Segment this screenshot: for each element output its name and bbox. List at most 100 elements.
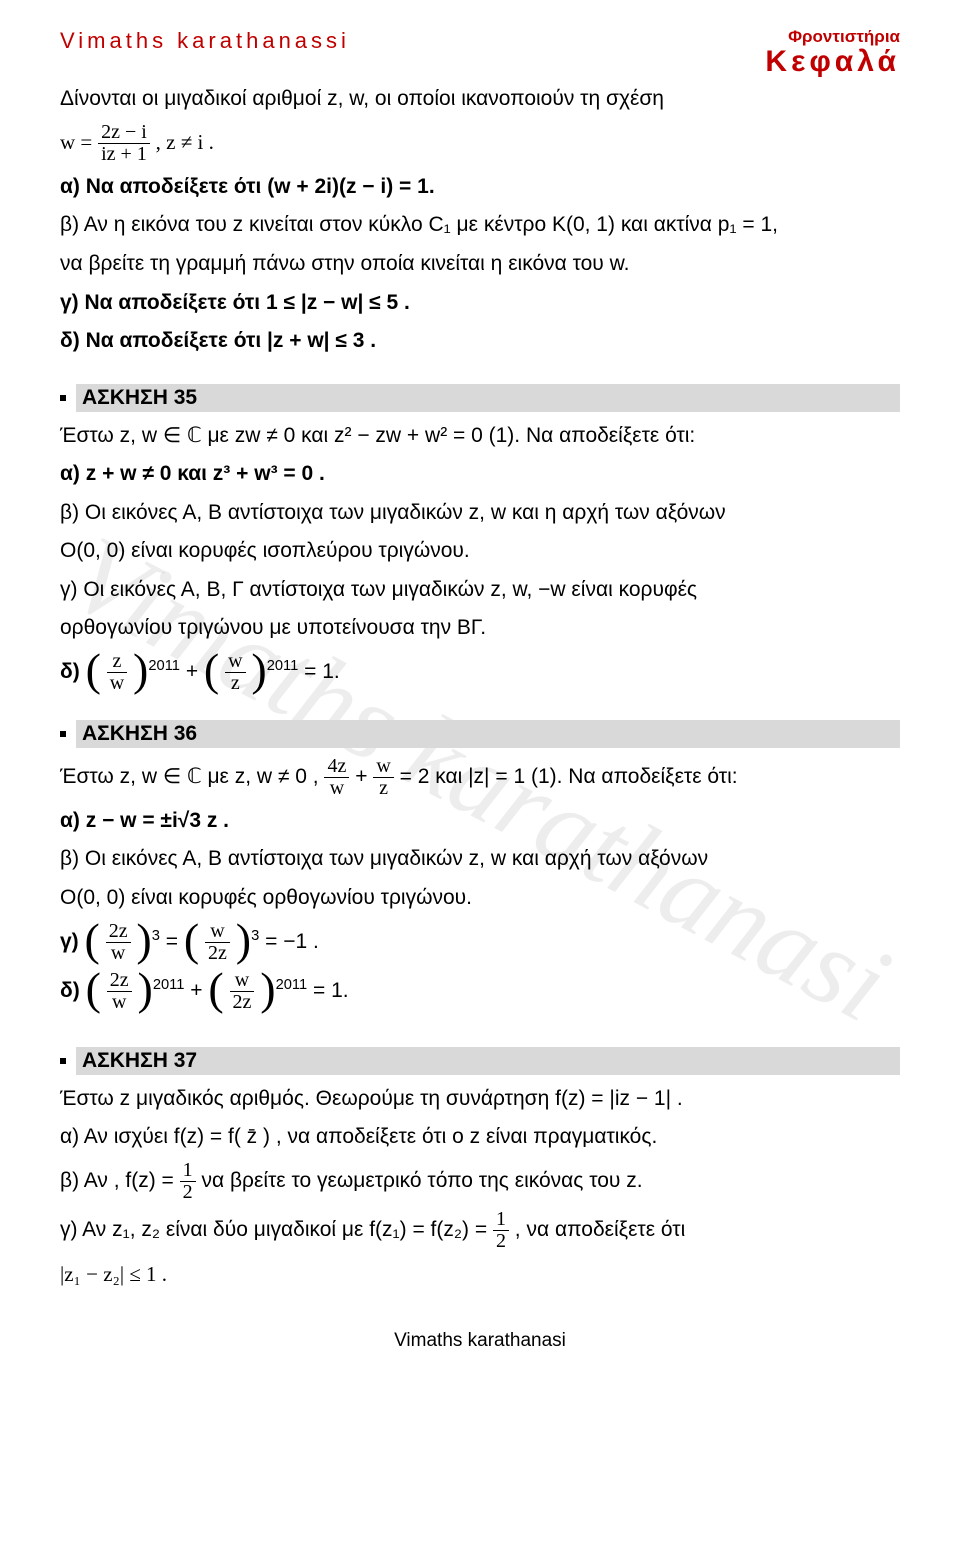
header-right-line1: Φροντιστήρια <box>765 28 900 46</box>
ex35-d-f1: z w <box>107 651 127 694</box>
ex36-given: Έστω z, w ∈ ℂ με z, w ≠ 0 , 4z w + w z =… <box>60 756 900 799</box>
ex37-b-frac-den: 2 <box>180 1182 196 1203</box>
ex37-c-last: |z₁ − z₂| ≤ 1 . <box>60 1258 900 1291</box>
ex36-c-f2-den: 2z <box>205 943 230 964</box>
ex35-b1: β) Οι εικόνες Α, Β αντίστοιχα των μιγαδι… <box>60 497 900 530</box>
exercise-37-title: ΑΣΚΗΣΗ 37 <box>76 1047 900 1075</box>
ex37-c-frac-den: 2 <box>493 1231 509 1252</box>
exercise-35-title: ΑΣΚΗΣΗ 35 <box>76 384 900 412</box>
ex36-c-f2: w 2z <box>205 921 230 964</box>
ex36-c-pow2: 3 <box>251 928 259 944</box>
ex36-d-pre: δ) <box>60 979 86 1002</box>
ex36-d-f2-den: 2z <box>230 992 255 1013</box>
intro-w-frac-num: 2z − i <box>98 122 150 144</box>
ex37-b-frac-num: 1 <box>180 1160 196 1182</box>
intro-wdef: w = 2z − i iz + 1 , z ≠ i . <box>60 122 900 165</box>
ex37-b-pre: β) Αν , f(z) = <box>60 1169 180 1192</box>
ex36-c-f1-den: w <box>106 943 131 964</box>
ex35-d-f2: w z <box>225 651 245 694</box>
ex36-c-eq: = <box>166 930 184 953</box>
ex36-f1: 4z w <box>324 756 349 799</box>
ex36-d-f1: 2z w <box>107 970 132 1013</box>
exercise-36-title: ΑΣΚΗΣΗ 36 <box>76 720 900 748</box>
ex36-plus: + <box>355 765 373 788</box>
header-left: Vimaths karathanassi <box>60 28 350 54</box>
ex35-c2: ορθογωνίου τριγώνου με υποτείνουσα την Β… <box>60 612 900 645</box>
ex36-d-pow2: 2011 <box>276 977 308 993</box>
exercise-36-title-row: ΑΣΚΗΣΗ 36 <box>60 720 900 748</box>
intro-a: α) Να αποδείξετε ότι (w + 2i)(z − i) = 1… <box>60 171 900 204</box>
ex37-c-frac-num: 1 <box>493 1209 509 1231</box>
ex36-c-f1: 2z w <box>106 921 131 964</box>
ex36-d-f2-num: w <box>230 970 255 992</box>
intro-a-text: α) Να αποδείξετε ότι (w + 2i)(z − i) = 1… <box>60 175 435 198</box>
ex36-d-plus: + <box>190 979 208 1002</box>
ex36-d-pow1: 2011 <box>153 977 185 993</box>
ex35-d: δ) ( z w )2011 + ( w z )2011 = 1. <box>60 651 900 694</box>
exercise-35-title-row: ΑΣΚΗΣΗ 35 <box>60 384 900 412</box>
intro-c-text: γ) Να αποδείξετε ότι 1 ≤ |z − w| ≤ 5 . <box>60 291 410 314</box>
bullet-icon <box>60 395 66 401</box>
ex36-f1-den: w <box>324 778 349 799</box>
ex36-d-f1-num: 2z <box>107 970 132 992</box>
ex37-b: β) Αν , f(z) = 1 2 να βρείτε το γεωμετρι… <box>60 1160 900 1203</box>
ex35-d-pow1: 2011 <box>148 658 180 674</box>
ex36-f1-num: 4z <box>324 756 349 778</box>
ex36-d: δ) ( 2z w )2011 + ( w 2z )2011 = 1. <box>60 970 900 1013</box>
intro-c: γ) Να αποδείξετε ότι 1 ≤ |z − w| ≤ 5 . <box>60 287 900 320</box>
ex35-d-pow2: 2011 <box>267 658 299 674</box>
ex36-c-post: = −1 . <box>265 930 319 953</box>
intro-line1: Δίνονται οι μιγαδικοί αριθμοί z, w, οι ο… <box>60 83 900 116</box>
exercise-37-title-row: ΑΣΚΗΣΗ 37 <box>60 1047 900 1075</box>
intro-d-text: δ) Να αποδείξετε ότι |z + w| ≤ 3 . <box>60 329 376 352</box>
ex36-d-post: = 1. <box>313 979 349 1002</box>
ex37-c-post: , να αποδείξετε ότι <box>515 1218 685 1241</box>
bullet-icon <box>60 1058 66 1064</box>
ex37-given: Έστω z μιγαδικός αριθμός. Θεωρούμε τη συ… <box>60 1083 900 1116</box>
ex37-b-post: να βρείτε το γεωμετρικό τόπο της εικόνας… <box>201 1169 642 1192</box>
intro-d: δ) Να αποδείξετε ότι |z + w| ≤ 3 . <box>60 325 900 358</box>
ex36-a-text: α) z − w = ±i√3 z . <box>60 809 229 832</box>
ex35-d-pre: δ) <box>60 660 86 683</box>
ex35-b2: O(0, 0) είναι κορυφές ισοπλεύρου τριγώνο… <box>60 535 900 568</box>
page-header: Vimaths karathanassi Φροντιστήρια Κεφαλά <box>60 28 900 77</box>
ex36-f2-num: w <box>373 756 393 778</box>
ex35-d-eq: = 1. <box>304 660 340 683</box>
ex36-d-f1-den: w <box>107 992 132 1013</box>
ex36-b2: O(0, 0) είναι κορυφές ορθογωνίου τριγώνο… <box>60 882 900 915</box>
ex36-f2: w z <box>373 756 393 799</box>
ex36-given-a: Έστω z, w ∈ ℂ με z, w ≠ 0 , <box>60 765 324 788</box>
ex36-c-f2-num: w <box>205 921 230 943</box>
intro-w-pre: w = <box>60 130 92 154</box>
ex36-a: α) z − w = ±i√3 z . <box>60 805 900 838</box>
ex35-d-f2-num: w <box>225 651 245 673</box>
ex37-c-frac: 1 2 <box>493 1209 509 1252</box>
ex35-d-f1-num: z <box>107 651 127 673</box>
ex35-a-text: α) z + w ≠ 0 και z³ + w³ = 0 . <box>60 462 325 485</box>
page-footer: Vimaths karathanasi <box>60 1330 900 1352</box>
ex37-c: γ) Αν z₁, z₂ είναι δύο μιγαδικοί με f(z₁… <box>60 1209 900 1252</box>
ex35-c1: γ) Οι εικόνες Α, Β, Γ αντίστοιχα των μιγ… <box>60 574 900 607</box>
ex36-d-f2: w 2z <box>230 970 255 1013</box>
intro-b2: να βρείτε τη γραμμή πάνω στην οποία κινε… <box>60 248 900 281</box>
intro-b1: β) Αν η εικόνα του z κινείται στον κύκλο… <box>60 209 900 242</box>
header-right-line2: Κεφαλά <box>765 46 900 78</box>
ex37-c-pre: γ) Αν z₁, z₂ είναι δύο μιγαδικοί με f(z₁… <box>60 1218 493 1241</box>
ex37-a: α) Αν ισχύει f(z) = f( z̄ ) , να αποδείξ… <box>60 1121 900 1154</box>
ex36-f2-den: z <box>373 778 393 799</box>
ex35-given: Έστω z, w ∈ ℂ με zw ≠ 0 και z² − zw + w²… <box>60 420 900 453</box>
ex36-c-pre: γ) <box>60 930 85 953</box>
intro-w-frac: 2z − i iz + 1 <box>98 122 150 165</box>
bullet-icon <box>60 731 66 737</box>
ex35-d-f2-den: z <box>225 673 245 694</box>
intro-w-frac-den: iz + 1 <box>98 144 150 165</box>
ex36-c-f1-num: 2z <box>106 921 131 943</box>
ex35-d-plus: + <box>186 660 204 683</box>
header-right: Φροντιστήρια Κεφαλά <box>765 28 900 77</box>
intro-w-post: , z ≠ i . <box>156 130 214 154</box>
ex36-c-pow1: 3 <box>152 928 160 944</box>
ex35-d-f1-den: w <box>107 673 127 694</box>
ex35-a: α) z + w ≠ 0 και z³ + w³ = 0 . <box>60 458 900 491</box>
ex36-given-b: = 2 και |z| = 1 (1). Να αποδείξετε ότι: <box>400 765 738 788</box>
ex36-c: γ) ( 2z w )3 = ( w 2z )3 = −1 . <box>60 921 900 964</box>
